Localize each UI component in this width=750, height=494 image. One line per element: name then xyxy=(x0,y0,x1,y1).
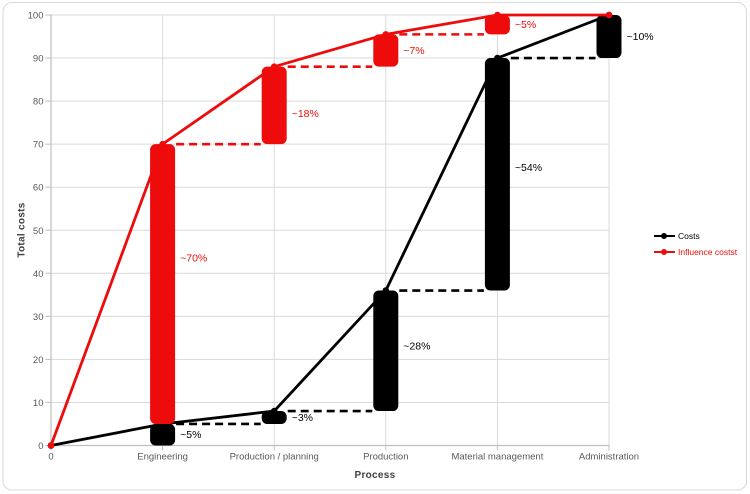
y-tick-label: 20 xyxy=(33,355,44,366)
legend: Costs Influence costst xyxy=(654,231,737,257)
bar xyxy=(484,58,510,291)
point-marker xyxy=(159,140,166,148)
series-line xyxy=(49,13,609,446)
x-axis: 0 Engineering Production / planning Product… xyxy=(48,444,639,463)
value-label: ~28% xyxy=(403,340,430,352)
value-label: ~5% xyxy=(515,19,536,31)
value-label: ~5% xyxy=(180,429,201,441)
series-line xyxy=(50,13,610,447)
series-influence-costst: ~70% ~18% ~7% ~5% xyxy=(47,11,613,449)
value-label: ~3% xyxy=(292,412,313,424)
point-marker xyxy=(270,407,278,415)
point-marker xyxy=(494,54,501,62)
y-tick-label: 80 xyxy=(33,97,44,108)
legend-item-costs: Costs xyxy=(654,231,737,241)
y-tick-label: 30 xyxy=(33,312,44,323)
y-tick-label: 40 xyxy=(33,269,44,280)
x-axis-title: Process xyxy=(354,470,396,481)
influence-line-marker-icon xyxy=(654,249,675,256)
costs-line-marker-icon xyxy=(654,233,675,240)
point-marker xyxy=(270,63,278,70)
point-marker xyxy=(47,442,55,449)
y-tick-label: 90 xyxy=(33,54,44,65)
legend-item-influence-costs: Influence costst xyxy=(654,247,737,257)
bar xyxy=(261,66,287,145)
x-tick-label: Production / planning xyxy=(230,452,319,463)
point-marker xyxy=(382,31,390,38)
legend-label-influence-costs: Influence costst xyxy=(678,247,738,257)
value-label: ~7% xyxy=(403,45,424,57)
y-tick-label: 70 xyxy=(33,140,44,151)
legend-label-costs: Costs xyxy=(678,231,700,241)
y-axis: 0 10 20 30 40 50 60 70 80 90 100 xyxy=(28,11,52,452)
x-tick-label: 0 xyxy=(48,452,53,463)
y-tick-label: 100 xyxy=(28,11,44,22)
bar xyxy=(261,411,287,424)
x-tick-label: Administration xyxy=(579,452,639,463)
point-marker xyxy=(382,287,390,294)
value-label: ~18% xyxy=(292,108,319,120)
y-axis-title: Total costs xyxy=(16,202,28,258)
x-tick-label: Material management xyxy=(451,452,543,463)
x-tick-label: Production xyxy=(363,452,408,463)
y-tick-label: 10 xyxy=(33,398,44,409)
bar xyxy=(150,423,176,446)
value-label: ~54% xyxy=(515,162,542,174)
bar xyxy=(150,144,176,424)
bar xyxy=(484,15,510,35)
point-marker xyxy=(605,11,613,19)
y-tick-label: 60 xyxy=(33,183,44,194)
bar xyxy=(373,34,399,67)
y-tick-label: 0 xyxy=(38,441,43,452)
point-marker xyxy=(494,11,501,19)
x-tick-label: Engineering xyxy=(137,452,188,463)
value-label: ~70% xyxy=(180,253,207,265)
bar xyxy=(373,290,399,412)
y-tick-label: 50 xyxy=(33,226,44,237)
bar xyxy=(596,15,622,59)
series-costs: ~5% ~3% ~28% ~54% ~10% xyxy=(47,11,654,449)
value-label: ~10% xyxy=(627,31,654,43)
